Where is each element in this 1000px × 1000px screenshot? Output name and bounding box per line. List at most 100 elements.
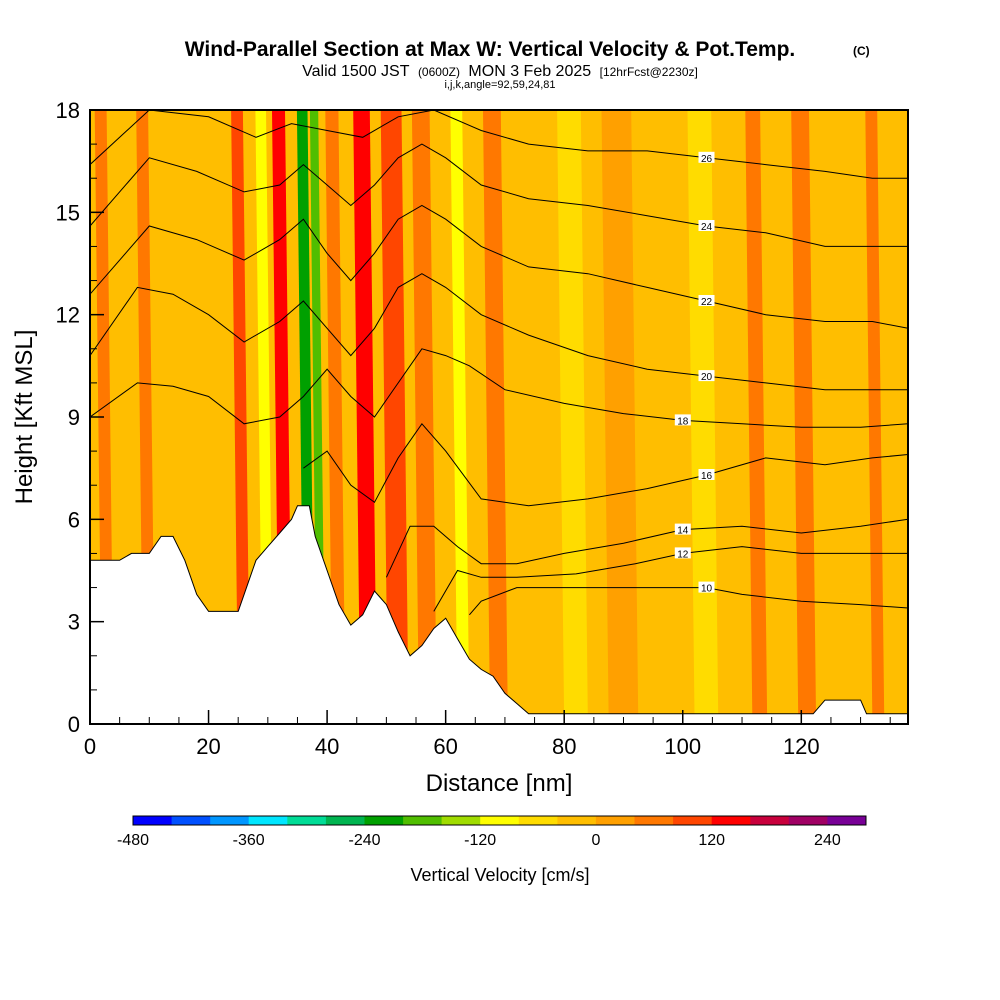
theta-contours	[90, 110, 908, 616]
velocity-band-19	[823, 110, 843, 724]
velocity-band-13	[483, 110, 508, 724]
colorbar-swatch-11	[557, 816, 597, 825]
colorbar-swatch-16	[750, 816, 790, 825]
contour-label-10: 10	[701, 584, 713, 595]
contour-label-22: 22	[701, 297, 713, 308]
x-tick-label-60: 60	[433, 734, 457, 759]
colorbar-tick-label-120: 120	[698, 832, 725, 849]
y-tick-label-15: 15	[56, 200, 80, 225]
subtitle-utc: (0600Z)	[418, 65, 460, 79]
chart-subtitle-indices: i,j,k,angle=92,59,24,81	[444, 79, 555, 91]
velocity-band-20	[865, 110, 885, 724]
theta-contour-14	[385, 518, 908, 578]
y-tick-label-9: 9	[68, 405, 80, 430]
theta-contour-26	[90, 110, 908, 179]
contour-label-18: 18	[677, 416, 689, 427]
colorbar-frame	[132, 815, 867, 826]
velocity-band-14	[557, 110, 588, 724]
colorbar-swatch-2	[210, 816, 250, 825]
colorbar-swatch-14	[673, 816, 713, 825]
contour-label-bg-20	[698, 370, 715, 382]
contour-label-24: 24	[701, 222, 713, 233]
velocity-band-16	[687, 110, 719, 724]
contour-labels: 10 12 14 16 18 20 22 24 26	[674, 151, 715, 595]
y-axis-label: Height [Kft MSL]	[11, 330, 38, 505]
x-tick-label-120: 120	[783, 734, 820, 759]
colorbar-tick-label--120: -120	[464, 832, 496, 849]
axes: 0 20 40 60 80 100 120 0 3 6 9 12 15 18	[56, 98, 891, 759]
x-axis-label: Distance [nm]	[426, 770, 573, 797]
colorbar-swatch-17	[788, 816, 828, 825]
x-tick-label-100: 100	[664, 734, 701, 759]
velocity-band-18	[791, 110, 817, 724]
velocity-band-9	[353, 110, 377, 724]
colorbar: -480 -360 -240 -120 0 120 240	[117, 815, 867, 849]
contour-label-bg-18	[674, 414, 691, 426]
theta-contour-12	[433, 546, 908, 612]
colorbar-swatch-13	[634, 816, 674, 825]
contour-label-bg-22	[698, 295, 715, 306]
colorbar-swatch-3	[248, 816, 288, 825]
theta-contour-22	[90, 204, 908, 329]
contour-label-bg-14	[674, 523, 691, 535]
x-tick-label-0: 0	[84, 734, 96, 759]
colorbar-swatch-0	[133, 816, 173, 825]
terrain-mask	[90, 505, 908, 724]
y-tick-label-3: 3	[68, 610, 80, 635]
theta-contour-16	[303, 422, 908, 507]
contour-label-bg-26	[698, 151, 715, 163]
copyright-mark: (C)	[853, 44, 870, 58]
velocity-band-11	[411, 110, 437, 724]
colorbar-swatch-18	[827, 816, 867, 825]
subtitle-date: MON 3 Feb 2025	[468, 63, 591, 80]
y-tick-label-12: 12	[56, 303, 80, 328]
x-tick-label-20: 20	[196, 734, 220, 759]
velocity-band-12	[450, 110, 470, 724]
plot-area	[90, 110, 908, 724]
chart-subtitle: Valid 1500 JST (0600Z) MON 3 Feb 2025 [1…	[302, 63, 698, 80]
velocity-band-8	[325, 110, 346, 724]
theta-contour-10	[469, 587, 908, 616]
colorbar-tick-label--360: -360	[233, 832, 265, 849]
contour-label-12: 12	[677, 549, 689, 560]
velocity-band-15	[601, 110, 639, 724]
contour-label-26: 26	[701, 154, 713, 165]
velocity-bands	[94, 110, 885, 724]
y-tick-label-6: 6	[68, 507, 80, 532]
theta-contour-24	[90, 143, 908, 247]
colorbar-tick-label-240: 240	[814, 832, 841, 849]
colorbar-swatch-1	[171, 816, 211, 825]
contour-label-bg-16	[698, 469, 715, 480]
colorbar-swatch-7	[403, 816, 443, 825]
contour-label-bg-24	[698, 220, 715, 231]
velocity-band-17	[745, 110, 768, 724]
colorbar-swatch-4	[287, 816, 327, 825]
contour-label-bg-12	[674, 547, 691, 559]
colorbar-tick-label--240: -240	[348, 832, 380, 849]
subtitle-forecast: [12hrFcst@2230z]	[600, 65, 698, 79]
colorbar-swatch-8	[441, 816, 481, 825]
contour-label-16: 16	[701, 471, 713, 482]
colorbar-swatch-15	[711, 816, 751, 825]
velocity-band-2	[188, 110, 210, 724]
colorbar-tick-label-0: 0	[591, 832, 600, 849]
colorbar-label: Vertical Velocity [cm/s]	[410, 865, 589, 885]
contour-label-14: 14	[677, 526, 689, 537]
x-tick-label-40: 40	[315, 734, 339, 759]
theta-contour-18	[90, 348, 908, 428]
colorbar-swatch-5	[325, 816, 365, 825]
colorbar-swatch-10	[518, 816, 558, 825]
contour-label-20: 20	[701, 372, 713, 383]
y-tick-label-0: 0	[68, 712, 80, 737]
subtitle-valid: Valid 1500 JST	[302, 63, 410, 80]
chart-title: Wind-Parallel Section at Max W: Vertical…	[185, 38, 796, 61]
colorbar-swatch-9	[480, 816, 520, 825]
x-tick-label-80: 80	[552, 734, 576, 759]
theta-contour-20	[90, 273, 908, 391]
colorbar-swatch-6	[364, 816, 404, 825]
y-tick-label-18: 18	[56, 98, 80, 123]
colorbar-swatch-12	[595, 816, 635, 825]
contour-label-bg-10	[698, 581, 715, 593]
colorbar-tick-label--480: -480	[117, 832, 149, 849]
